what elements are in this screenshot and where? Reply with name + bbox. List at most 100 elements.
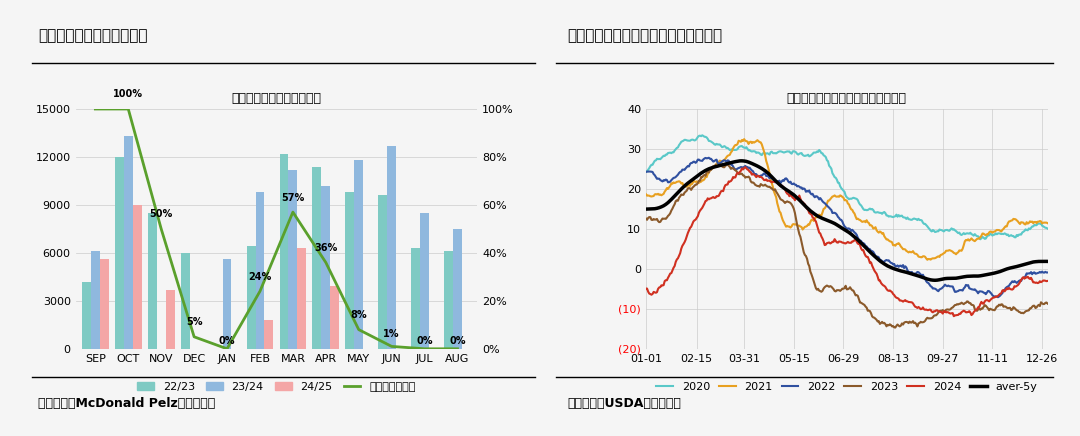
2023 <box>1025 306 1038 311</box>
aver-5y <box>725 160 738 165</box>
2020 <box>696 133 708 138</box>
Bar <box>91 251 99 349</box>
2024 <box>725 178 738 184</box>
Bar <box>265 320 273 349</box>
2021 <box>751 137 764 143</box>
2024 <box>1041 278 1054 283</box>
Bar <box>297 248 307 349</box>
aver-5y <box>800 205 813 211</box>
2021 <box>1041 221 1054 226</box>
Bar <box>330 286 339 349</box>
2023 <box>986 307 999 313</box>
2020 <box>802 154 815 159</box>
Text: 24%: 24% <box>248 272 271 282</box>
Bar <box>165 290 175 349</box>
2021 <box>921 257 934 262</box>
2024 <box>800 206 813 211</box>
Text: 57%: 57% <box>281 193 305 202</box>
Text: 100%: 100% <box>113 89 144 99</box>
Text: 数据来源：McDonald Pelz，国富期货: 数据来源：McDonald Pelz，国富期货 <box>38 397 215 410</box>
Bar <box>346 192 354 349</box>
2020 <box>986 233 999 238</box>
Line: 2021: 2021 <box>646 139 1048 260</box>
aver-5y <box>735 158 748 164</box>
aver-5y <box>751 164 764 169</box>
2024 <box>751 173 764 178</box>
2021 <box>986 230 999 235</box>
Bar <box>312 167 322 349</box>
2020 <box>726 146 739 152</box>
2020 <box>974 237 987 242</box>
2022 <box>726 162 739 167</box>
2022 <box>639 169 652 174</box>
2022 <box>1025 269 1038 275</box>
2022 <box>800 188 813 194</box>
2024 <box>1025 275 1038 280</box>
2023 <box>639 216 652 221</box>
Bar <box>99 259 109 349</box>
2024 <box>802 211 815 216</box>
Bar <box>148 213 157 349</box>
Text: 0%: 0% <box>219 337 235 347</box>
Line: 2020: 2020 <box>646 135 1048 239</box>
2024 <box>739 164 752 170</box>
2024 <box>986 296 999 301</box>
Bar <box>288 170 297 349</box>
2023 <box>889 325 902 330</box>
Bar <box>388 146 396 349</box>
Bar <box>180 253 190 349</box>
Bar <box>444 251 453 349</box>
Text: 50%: 50% <box>149 209 173 219</box>
2023 <box>726 166 739 171</box>
Bar <box>411 248 420 349</box>
Text: 图：密西西比河下游水位出现下滑情况: 图：密西西比河下游水位出现下滑情况 <box>567 29 723 44</box>
aver-5y <box>639 207 652 212</box>
2023 <box>751 184 764 189</box>
Line: 2022: 2022 <box>646 158 1048 297</box>
aver-5y <box>1041 259 1054 264</box>
Title: 密西西比河孟菲斯河段水位（英尺）: 密西西比河孟菲斯河段水位（英尺） <box>786 92 907 105</box>
2021 <box>639 192 652 197</box>
Line: 2024: 2024 <box>646 167 1048 316</box>
2021 <box>725 150 738 155</box>
aver-5y <box>986 271 999 276</box>
Line: 2023: 2023 <box>646 164 1048 327</box>
2020 <box>639 169 652 174</box>
2022 <box>985 291 998 296</box>
Text: 图：中国进口大豆采购情况: 图：中国进口大豆采购情况 <box>38 29 147 44</box>
2020 <box>800 153 813 158</box>
Text: 36%: 36% <box>314 243 337 253</box>
Bar <box>322 186 330 349</box>
2020 <box>1041 226 1054 231</box>
Bar <box>133 205 141 349</box>
Text: 8%: 8% <box>350 310 367 320</box>
2023 <box>721 162 734 167</box>
2023 <box>802 263 815 269</box>
Text: 1%: 1% <box>383 329 400 339</box>
Bar <box>124 136 133 349</box>
2022 <box>702 155 715 160</box>
Legend: 22/23, 23/24, 24/25, 采购进度（右）: 22/23, 23/24, 24/25, 采购进度（右） <box>133 377 420 396</box>
Bar <box>246 246 256 349</box>
Bar <box>354 160 363 349</box>
Text: 0%: 0% <box>416 337 433 347</box>
Legend: 2020, 2021, 2022, 2023, 2024, aver-5y: 2020, 2021, 2022, 2023, 2024, aver-5y <box>651 377 1042 396</box>
2022 <box>751 174 764 179</box>
Bar <box>453 229 462 349</box>
Bar <box>420 213 429 349</box>
2020 <box>751 150 764 155</box>
2021 <box>1025 219 1038 225</box>
aver-5y <box>929 278 942 283</box>
2023 <box>800 256 813 262</box>
2021 <box>802 222 815 227</box>
Bar <box>114 157 124 349</box>
Text: 5%: 5% <box>186 317 202 327</box>
Bar <box>222 259 231 349</box>
2021 <box>800 223 813 228</box>
Bar <box>82 282 91 349</box>
2020 <box>1025 225 1038 231</box>
2024 <box>639 286 652 291</box>
aver-5y <box>802 207 815 212</box>
Bar <box>378 195 388 349</box>
2021 <box>738 136 751 142</box>
